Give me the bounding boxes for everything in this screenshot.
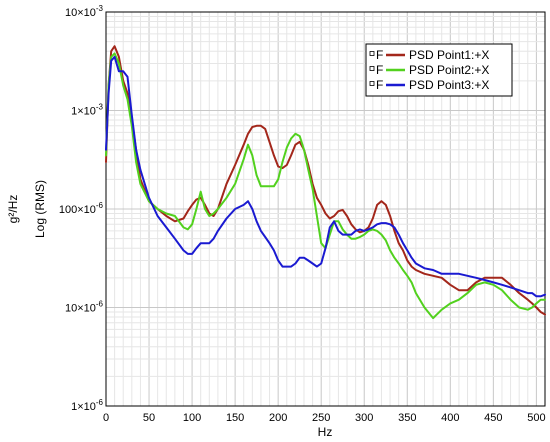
x-tick-label: 200 (269, 412, 287, 424)
x-tick-label: 350 (398, 412, 416, 424)
legend-label: PSD Point3:+X (409, 78, 489, 92)
y-axis-title-units: g²/Hz (6, 195, 20, 224)
legend-marker-text: F (376, 63, 383, 77)
x-tick-label: 100 (183, 412, 201, 424)
legend-marker-box (369, 51, 375, 56)
legend-marker-box (369, 81, 375, 86)
y-tick-label: 1×10-3 (71, 103, 103, 118)
series-line-2 (105, 52, 546, 320)
y-tick-label: 10×10-3 (65, 4, 104, 19)
series-line-3 (105, 55, 546, 298)
y-axis-title-scale: Log (RMS) (33, 180, 47, 238)
legend-label: PSD Point1:+X (409, 48, 489, 62)
series-layer (105, 45, 546, 320)
legend-marker-text: F (376, 78, 383, 92)
legend-marker-box (369, 66, 375, 71)
x-tick-label: 50 (143, 412, 155, 424)
y-tick-label: 10×10-6 (65, 300, 104, 315)
x-tick-label: 0 (103, 412, 109, 424)
x-tick-label: 150 (226, 412, 244, 424)
x-tick-label: 250 (312, 412, 330, 424)
x-tick-label: 300 (355, 412, 373, 424)
x-tick-label: 450 (484, 412, 502, 424)
y-axis-ticks: 1×10-6 10×10-6 100×10-6 1×10-3 10×10-3 (59, 4, 104, 413)
legend-marker-text: F (376, 48, 383, 62)
x-axis-title: Hz (318, 425, 333, 439)
x-tick-label: 400 (441, 412, 459, 424)
y-tick-label: 1×10-6 (71, 398, 103, 413)
x-axis-ticks: 0 50 100 150 200 250 300 350 400 450 500 (103, 412, 546, 424)
legend-label: PSD Point2:+X (409, 63, 489, 77)
y-tick-label: 100×10-6 (59, 201, 104, 216)
series-line-1 (105, 45, 546, 316)
grid (106, 12, 545, 406)
legend: F PSD Point1:+X F PSD Point2:+X F PSD Point3:… (365, 43, 513, 97)
plot-frame (105, 11, 546, 407)
x-tick-label: 500 (527, 412, 545, 424)
